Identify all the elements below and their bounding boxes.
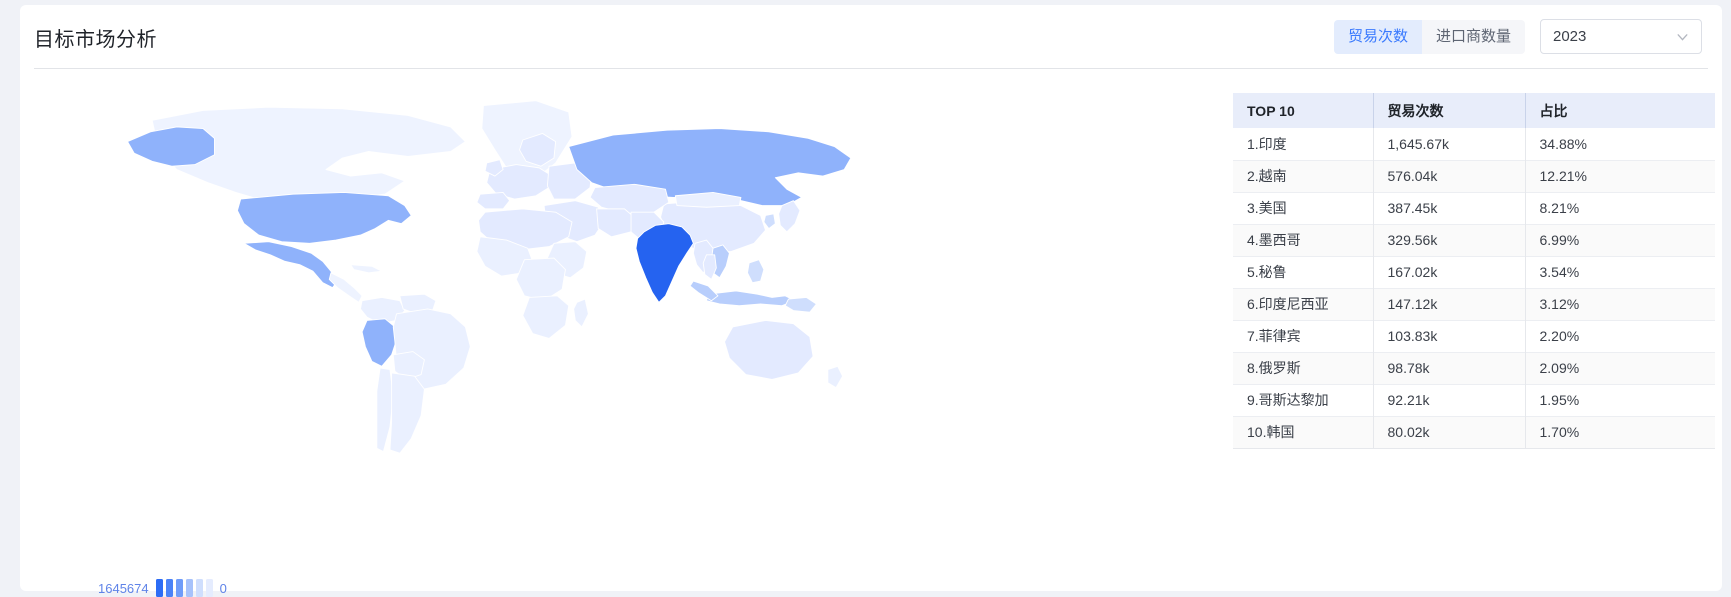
target-market-analysis-card: 目标市场分析 贸易次数 进口商数量 2023 xyxy=(20,5,1722,597)
cell-rank: 3.美国 xyxy=(1233,192,1374,224)
legend-swatch-4 xyxy=(185,579,193,597)
cell-rank: 10.韩国 xyxy=(1233,416,1374,448)
legend-swatch-2 xyxy=(165,579,173,597)
legend-min-label: 0 xyxy=(219,580,227,596)
legend-swatch-1 xyxy=(155,579,163,597)
cell-rank: 5.秘鲁 xyxy=(1233,256,1374,288)
country-australia[interactable] xyxy=(724,319,814,380)
cell-share: 12.21% xyxy=(1539,168,1587,184)
metric-tab-group: 贸易次数 进口商数量 xyxy=(1333,19,1525,54)
legend-swatch-3 xyxy=(175,579,183,597)
world-map-panel: 1645674 0 xyxy=(20,69,1210,597)
table-row[interactable]: 7.菲律宾 103.83k 2.20% xyxy=(1233,320,1715,352)
cell-value: 387.45k xyxy=(1373,192,1526,224)
legend-max-label: 1645674 xyxy=(98,580,149,596)
legend-swatches xyxy=(155,579,213,597)
cell-value: 92.21k xyxy=(1373,384,1526,416)
column-header-rank: TOP 10 xyxy=(1233,93,1374,128)
column-header-share: 占比 xyxy=(1525,93,1715,128)
table-row[interactable]: 2.越南 576.04k 12.21% xyxy=(1233,160,1715,192)
map-legend: 1645674 0 xyxy=(98,579,227,597)
table-header-row: TOP 10 贸易次数 占比 xyxy=(1233,93,1715,128)
table-row[interactable]: 10.韩国 80.02k 1.70% xyxy=(1233,416,1715,448)
header-divider xyxy=(34,68,1708,69)
cell-value: 147.12k xyxy=(1373,288,1526,320)
country-chile[interactable] xyxy=(376,367,394,453)
cell-value: 576.04k xyxy=(1373,160,1526,192)
country-argentina[interactable] xyxy=(389,372,425,454)
cell-value: 98.78k xyxy=(1373,352,1526,384)
table-row[interactable]: 6.印度尼西亚 147.12k 3.12% xyxy=(1233,288,1715,320)
country-new-zealand[interactable] xyxy=(827,365,844,389)
country-peru[interactable] xyxy=(361,318,397,367)
country-madagascar[interactable] xyxy=(573,298,589,328)
country-bolivia[interactable] xyxy=(392,351,425,380)
cell-share: 2.09% xyxy=(1539,360,1580,376)
year-select-value: 2023 xyxy=(1553,28,1587,45)
region-western-europe[interactable] xyxy=(486,164,553,200)
card-header: 目标市场分析 贸易次数 进口商数量 2023 xyxy=(20,5,1722,69)
cell-share: 1.95% xyxy=(1539,392,1580,408)
chevron-down-icon xyxy=(1677,33,1688,41)
country-india[interactable] xyxy=(635,223,694,303)
cell-share: 1.70% xyxy=(1539,424,1580,440)
country-sumatra[interactable] xyxy=(689,280,719,302)
year-select[interactable]: 2023 xyxy=(1540,19,1702,54)
country-central-america[interactable] xyxy=(328,272,363,303)
cell-share: 6.99% xyxy=(1539,232,1580,248)
cell-rank: 2.越南 xyxy=(1233,160,1374,192)
header-controls: 贸易次数 进口商数量 2023 xyxy=(1333,19,1702,54)
table-row[interactable]: 8.俄罗斯 98.78k 2.09% xyxy=(1233,352,1715,384)
country-uk[interactable] xyxy=(484,159,504,177)
country-thailand[interactable] xyxy=(702,254,717,280)
country-philippines[interactable] xyxy=(747,259,765,284)
country-canada[interactable] xyxy=(151,106,466,202)
country-papua-new-guinea[interactable] xyxy=(784,296,817,313)
cell-value: 103.83k xyxy=(1373,320,1526,352)
world-choropleth-map[interactable] xyxy=(80,89,900,519)
top-markets-table: TOP 10 贸易次数 占比 1.印度 1,645.67k 34.88% 2.越南 57… xyxy=(1233,93,1715,449)
cell-rank: 8.俄罗斯 xyxy=(1233,352,1374,384)
country-indonesia[interactable] xyxy=(706,290,796,307)
cell-rank: 6.印度尼西亚 xyxy=(1233,288,1374,320)
cell-rank: 7.菲律宾 xyxy=(1233,320,1374,352)
table-head: TOP 10 贸易次数 占比 xyxy=(1233,93,1715,128)
cell-rank: 1.印度 xyxy=(1233,128,1374,160)
country-iberia[interactable] xyxy=(476,192,511,210)
country-mongolia[interactable] xyxy=(674,192,742,208)
cell-rank: 4.墨西哥 xyxy=(1233,224,1374,256)
country-cuba[interactable] xyxy=(350,264,383,274)
cell-value: 167.02k xyxy=(1373,256,1526,288)
cell-share: 8.21% xyxy=(1539,200,1580,216)
cell-value: 80.02k xyxy=(1373,416,1526,448)
country-scandinavia[interactable] xyxy=(519,132,557,167)
country-japan[interactable] xyxy=(778,200,801,233)
cell-share: 3.12% xyxy=(1539,296,1580,312)
table-row[interactable]: 5.秘鲁 167.02k 3.54% xyxy=(1233,256,1715,288)
page-title: 目标市场分析 xyxy=(34,29,157,51)
country-mexico[interactable] xyxy=(243,241,338,289)
cell-share: 3.54% xyxy=(1539,264,1580,280)
country-usa[interactable] xyxy=(236,192,412,244)
cell-share: 2.20% xyxy=(1539,328,1580,344)
table-body: 1.印度 1,645.67k 34.88% 2.越南 576.04k 12.21% 3.美国… xyxy=(1233,128,1715,448)
card-body: 1645674 0 TOP 10 贸易次数 占比 xyxy=(20,69,1722,597)
table-row[interactable]: 4.墨西哥 329.56k 6.99% xyxy=(1233,224,1715,256)
cell-value: 1,645.67k xyxy=(1373,128,1526,160)
column-header-value: 贸易次数 xyxy=(1373,93,1526,128)
country-alaska[interactable] xyxy=(127,126,215,167)
table-row[interactable]: 3.美国 387.45k 8.21% xyxy=(1233,192,1715,224)
region-central-africa[interactable] xyxy=(515,257,566,302)
region-southern-africa[interactable] xyxy=(522,295,570,339)
table-row[interactable]: 1.印度 1,645.67k 34.88% xyxy=(1233,128,1715,160)
cell-rank: 9.哥斯达黎加 xyxy=(1233,384,1374,416)
country-korea[interactable] xyxy=(763,213,776,230)
tab-importer-count[interactable]: 进口商数量 xyxy=(1421,19,1525,54)
tab-trade-count[interactable]: 贸易次数 xyxy=(1333,19,1422,54)
legend-swatch-5 xyxy=(195,579,203,597)
cell-value: 329.56k xyxy=(1373,224,1526,256)
legend-swatch-6 xyxy=(205,579,213,597)
cell-share: 34.88% xyxy=(1539,135,1587,152)
table-row[interactable]: 9.哥斯达黎加 92.21k 1.95% xyxy=(1233,384,1715,416)
